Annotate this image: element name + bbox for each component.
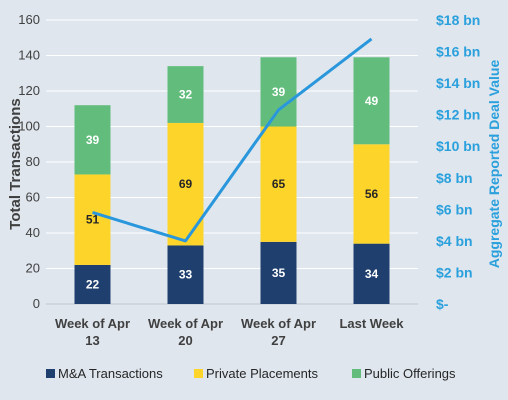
bar-segment <box>74 174 111 265</box>
category-label: Week of Apr <box>241 316 316 331</box>
right-tick-label: $18 bn <box>436 12 480 28</box>
right-tick-label: $8 bn <box>436 170 473 186</box>
left-tick-label: 160 <box>18 12 40 27</box>
legend-swatch <box>46 369 55 378</box>
bar-labels: 22 51 39 33 69 32 35 65 39 34 56 49 <box>86 85 379 292</box>
right-axis-ticks: $- $2 bn $4 bn $6 bn $8 bn $10 bn $12 bn $14 bn… <box>436 12 480 312</box>
bar-segment <box>353 243 390 304</box>
left-tick-label: 0 <box>33 296 40 311</box>
right-tick-label: $4 bn <box>436 233 473 249</box>
bar-data-label: 35 <box>272 266 286 280</box>
left-tick-label: 100 <box>18 119 40 134</box>
bar-segment <box>167 245 204 304</box>
left-tick-label: 40 <box>26 225 40 240</box>
bar-segment <box>167 66 204 123</box>
left-tick-label: 60 <box>26 190 40 205</box>
bar-segment <box>353 57 390 145</box>
category-labels: Week of Apr 13 Week of Apr 20 Week of Apr 27 L… <box>55 316 404 348</box>
category-label: 13 <box>85 333 99 348</box>
category-label: Week of Apr <box>148 316 223 331</box>
right-tick-label: $6 bn <box>436 201 473 217</box>
right-tick-label: $14 bn <box>436 75 480 91</box>
bar-segment <box>353 144 390 244</box>
legend-label: Public Offerings <box>364 366 456 381</box>
bar-data-label: 32 <box>179 88 193 102</box>
left-tick-label: 80 <box>26 154 40 169</box>
bar-data-label: 65 <box>272 177 286 191</box>
category-label: Last Week <box>339 316 404 331</box>
legend-label: M&A Transactions <box>58 366 163 381</box>
bar-segment <box>260 241 297 304</box>
left-axis-ticks: 0 20 40 60 80 100 120 140 160 <box>18 12 40 311</box>
bars <box>74 57 390 304</box>
left-axis-title: Total Transactions <box>7 98 24 229</box>
bar-data-label: 56 <box>365 187 379 201</box>
bar-data-label: 69 <box>179 177 193 191</box>
bar-segment <box>260 126 297 242</box>
bar-data-label: 33 <box>179 268 193 282</box>
category-label: 20 <box>178 333 192 348</box>
bar-data-label: 39 <box>86 133 100 147</box>
legend: M&A Transactions Private Placements Public… <box>46 366 456 381</box>
bar-data-label: 34 <box>365 267 379 281</box>
bar-data-label: 39 <box>272 85 286 99</box>
bar-data-label: 49 <box>365 94 379 108</box>
legend-swatch <box>194 369 203 378</box>
bar-data-label: 22 <box>86 277 100 291</box>
right-tick-label: $12 bn <box>436 107 480 123</box>
deal-value-polyline <box>92 37 373 243</box>
deal-value-line <box>92 37 373 243</box>
legend-swatch <box>352 369 361 378</box>
left-tick-label: 120 <box>18 83 40 98</box>
left-tick-label: 20 <box>26 261 40 276</box>
bar-data-label: 51 <box>86 213 100 227</box>
bar-segment <box>74 105 111 175</box>
category-label: Week of Apr <box>55 316 130 331</box>
right-tick-label: $16 bn <box>436 44 480 60</box>
legend-label: Private Placements <box>206 366 318 381</box>
right-tick-label: $2 bn <box>436 264 473 280</box>
right-tick-label: $10 bn <box>436 138 480 154</box>
bar-segment <box>260 57 297 127</box>
right-axis-title: Aggregate Reported Deal Value <box>486 60 502 269</box>
bar-segment <box>74 264 111 304</box>
category-label: 27 <box>271 333 285 348</box>
right-tick-label: $- <box>436 296 449 312</box>
left-tick-label: 140 <box>18 48 40 63</box>
